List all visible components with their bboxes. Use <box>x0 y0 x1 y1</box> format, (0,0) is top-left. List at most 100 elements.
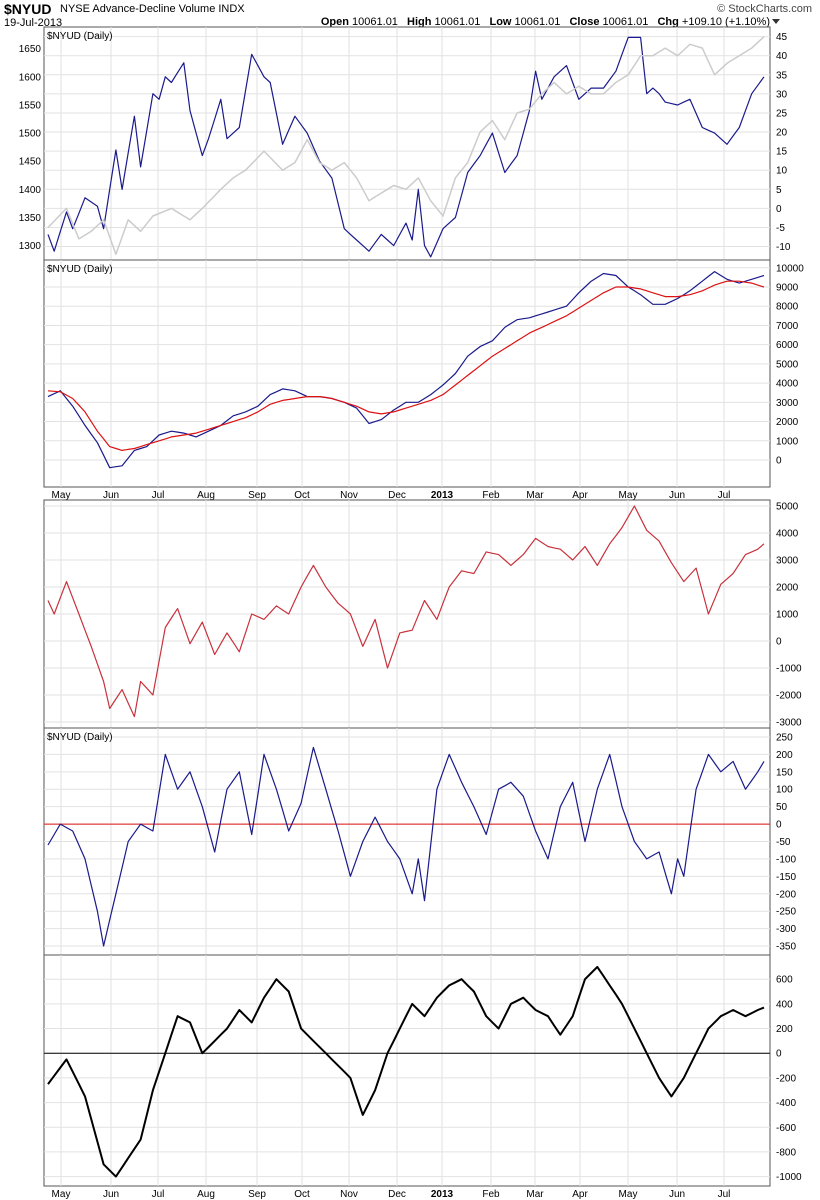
right-axis-tick-label: 400 <box>776 999 793 1010</box>
left-axis-tick-label: 1650 <box>19 44 42 55</box>
right-axis-tick-label: 45 <box>776 32 788 43</box>
panel-label: $NYUD (Daily) <box>47 732 113 743</box>
month-axis-label: Jun <box>669 1189 685 1200</box>
open-label: Open <box>320 16 349 28</box>
month-axis-label: May <box>52 490 71 501</box>
right-axis-tick-label: -5 <box>776 223 785 234</box>
month-axis-label: Oct <box>294 1189 310 1200</box>
right-axis-tick-label: 15 <box>776 147 788 158</box>
month-axis-label: Aug <box>197 1189 215 1200</box>
quote-bar: Open 10061.01 High 10061.01 Low 10061.01… <box>321 16 770 28</box>
month-axis-label: Jul <box>718 1189 731 1200</box>
panel-frame <box>43 259 771 488</box>
month-axis-label: Jun <box>669 490 685 501</box>
series-line-navy <box>47 36 765 258</box>
close-value: 10061.01 <box>602 16 649 28</box>
right-axis-tick-label: -100 <box>776 854 796 865</box>
chart-date: 19-Jul-2013 <box>4 17 63 29</box>
month-axis-label: Mar <box>526 1189 544 1200</box>
right-axis-tick-label: 40 <box>776 51 788 62</box>
right-axis-tick-label: -800 <box>776 1147 796 1158</box>
month-axis-label: Sep <box>248 1189 266 1200</box>
right-axis-tick-label: 2000 <box>776 583 799 594</box>
right-axis-tick-label: 10 <box>776 166 788 177</box>
right-axis-tick-label: 6000 <box>776 340 799 351</box>
right-axis-tick-label: 5 <box>776 185 782 196</box>
right-axis-tick-label: -200 <box>776 1073 796 1084</box>
right-axis-tick-label: 0 <box>776 204 782 215</box>
right-axis-tick-label: -250 <box>776 907 796 918</box>
low-value: 10061.01 <box>514 16 561 28</box>
right-axis-tick-label: 3000 <box>776 556 799 567</box>
month-axis-label: Jun <box>103 490 119 501</box>
panel-label: $NYUD (Daily) <box>47 264 113 275</box>
right-axis-tick-label: 4000 <box>776 529 799 540</box>
left-axis-tick-label: 1550 <box>19 100 42 111</box>
high-label: High <box>407 16 432 28</box>
panel-label: $NYUD (Daily) <box>47 31 113 42</box>
right-axis-tick-label: -2000 <box>776 690 802 701</box>
month-axis-label: 2013 <box>431 490 454 501</box>
right-axis-tick-label: 0 <box>776 456 782 467</box>
left-axis-tick-label: 1600 <box>19 72 42 83</box>
right-axis-tick-label: 7000 <box>776 321 799 332</box>
month-axis-label: Feb <box>482 1189 500 1200</box>
right-axis-tick-label: 30 <box>776 89 788 100</box>
month-axis-label: Aug <box>197 490 215 501</box>
month-axis-label: Nov <box>340 490 358 501</box>
right-axis-tick-label: 10000 <box>776 263 804 274</box>
month-axis-label: Sep <box>248 490 266 501</box>
right-axis-tick-label: 2000 <box>776 417 799 428</box>
right-axis-tick-label: 600 <box>776 975 793 986</box>
right-axis-tick-label: 200 <box>776 750 793 761</box>
panel-frame <box>43 954 771 1187</box>
month-axis-label: Jul <box>152 1189 165 1200</box>
brand-label: © StockCharts.com <box>717 3 812 15</box>
series-line-red <box>47 280 765 451</box>
right-axis-tick-label: 50 <box>776 802 788 813</box>
month-axis-label: Dec <box>388 1189 406 1200</box>
right-axis-tick-label: -200 <box>776 889 796 900</box>
left-axis-tick-label: 1350 <box>19 213 42 224</box>
month-axis-label: Nov <box>340 1189 358 1200</box>
chart-symbol: $NYUD <box>4 1 52 17</box>
month-axis-label: May <box>52 1189 71 1200</box>
series-line-crimson <box>47 505 765 718</box>
month-axis-label: Oct <box>294 490 310 501</box>
month-axis-label: Mar <box>526 490 544 501</box>
right-axis-tick-label: -1000 <box>776 1172 802 1183</box>
left-axis-tick-label: 1500 <box>19 129 42 140</box>
chg-label: Chg <box>657 16 679 28</box>
right-axis-tick-label: 1000 <box>776 436 799 447</box>
month-axis-label: May <box>619 1189 638 1200</box>
right-axis-tick-label: 150 <box>776 767 793 778</box>
dropdown-arrow-icon[interactable] <box>772 19 780 24</box>
month-axis-label: Apr <box>572 1189 588 1200</box>
right-axis-tick-label: -3000 <box>776 717 802 728</box>
right-axis-tick-label: 0 <box>776 636 782 647</box>
symbol-description: NYSE Advance-Decline Volume INDX <box>60 3 245 15</box>
right-axis-tick-label: 4000 <box>776 379 799 390</box>
right-axis-tick-label: 3000 <box>776 398 799 409</box>
right-axis-tick-label: -1000 <box>776 663 802 674</box>
month-axis-label: Jul <box>152 490 165 501</box>
low-label: Low <box>489 16 512 28</box>
right-axis-tick-label: 9000 <box>776 282 799 293</box>
chg-value: +109.10 (+1.10%) <box>681 16 770 28</box>
right-axis-tick-label: 5000 <box>776 359 799 370</box>
series-line-grey <box>47 36 765 255</box>
month-axis-label: Jul <box>718 490 731 501</box>
left-axis-tick-label: 1300 <box>19 241 42 252</box>
right-axis-tick-label: -600 <box>776 1123 796 1134</box>
right-axis-tick-label: -350 <box>776 942 796 953</box>
right-axis-tick-label: 0 <box>776 820 782 831</box>
open-value: 10061.01 <box>352 16 398 28</box>
series-line-navy <box>47 746 765 947</box>
left-axis-tick-label: 1450 <box>19 157 42 168</box>
close-label: Close <box>569 16 600 28</box>
right-axis-tick-label: -400 <box>776 1098 796 1109</box>
right-axis-tick-label: -50 <box>776 837 791 848</box>
month-axis-label: Feb <box>482 490 500 501</box>
right-axis-tick-label: 25 <box>776 108 788 119</box>
